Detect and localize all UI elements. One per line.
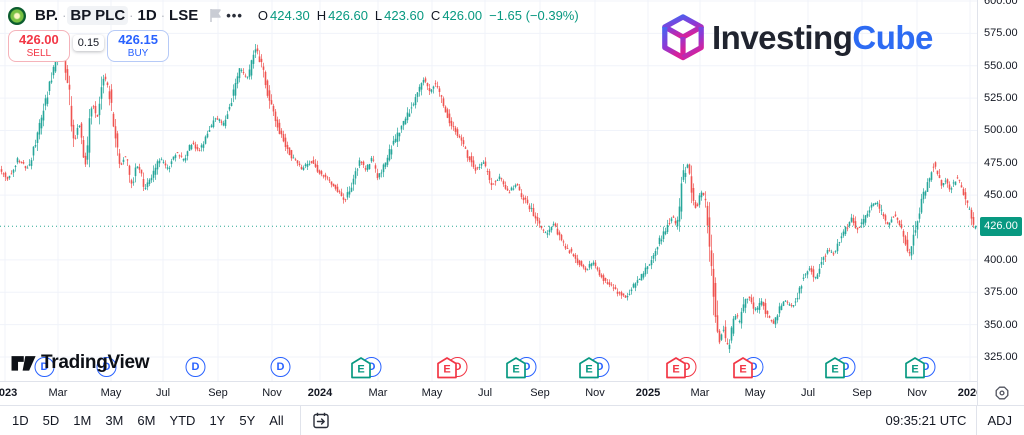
flag-icon[interactable] xyxy=(209,8,222,23)
sell-price: 426.00 xyxy=(19,32,59,47)
price-tick-label: 500.00 xyxy=(984,124,1018,137)
time-tick-label: Jul xyxy=(800,387,816,399)
time-tick-label: Jul xyxy=(477,387,493,399)
time-axis[interactable]: 2023 Mar May Jul Sep Nov 2024 Mar May Jul Sep Nov 20… xyxy=(0,381,977,406)
time-tick-label: Jul xyxy=(155,387,171,399)
go-to-date-icon[interactable] xyxy=(311,411,331,431)
high-value: 426.60 xyxy=(328,8,368,23)
buy-button[interactable]: 426.15 BUY xyxy=(107,30,169,63)
symbol-full-name[interactable]: BP PLC xyxy=(67,6,129,25)
range-button-3m[interactable]: 3M xyxy=(105,413,124,428)
logo-text-cube: Cube xyxy=(852,18,933,56)
range-button-all[interactable]: All xyxy=(269,413,284,428)
more-options-button[interactable]: ••• xyxy=(226,8,243,23)
toolbar-divider xyxy=(299,405,301,435)
logo-text-investing: Investing xyxy=(712,18,853,56)
change-value: −1.65 (−0.39%) xyxy=(489,8,579,23)
sell-label: SELL xyxy=(26,47,52,59)
time-tick-label: 2025 xyxy=(635,387,661,399)
time-tick-label: 2026 xyxy=(957,387,977,399)
price-tick-label: 475.00 xyxy=(984,156,1018,169)
tradingview-icon xyxy=(11,356,36,371)
range-button-1m[interactable]: 1M xyxy=(73,413,92,428)
current-price-label: 426.00 xyxy=(980,216,1022,236)
open-value: 424.30 xyxy=(270,8,310,23)
buy-label: BUY xyxy=(127,47,149,59)
price-tick-label: 350.00 xyxy=(984,318,1018,331)
time-tick-label: Nov xyxy=(585,387,605,399)
time-tick-label: May xyxy=(100,387,122,399)
range-toolbar: 1D 5D 1M 3M 6M YTD 1Y 5Y All xyxy=(12,413,298,428)
time-tick-label: Sep xyxy=(852,387,872,399)
price-tick-label: 450.00 xyxy=(984,189,1018,202)
tradingview-text: TradingView xyxy=(41,352,150,373)
gear-icon[interactable] xyxy=(994,385,1010,401)
time-tick-label: Sep xyxy=(208,387,228,399)
price-tick-label: 575.00 xyxy=(984,27,1018,40)
quote-buttons: 426.00 SELL 0.15 426.15 BUY xyxy=(8,30,169,63)
range-button-1d[interactable]: 1D xyxy=(12,413,29,428)
exchange-name[interactable]: LSE xyxy=(169,7,199,24)
time-tick-label: May xyxy=(744,387,766,399)
range-button-5d[interactable]: 5D xyxy=(42,413,60,428)
separator-dot: · xyxy=(160,8,166,23)
investingcube-logo: InvestingCube xyxy=(660,13,933,62)
time-tick-label: May xyxy=(421,387,443,399)
price-tick-label: 525.00 xyxy=(984,92,1018,105)
time-tick-label: Nov xyxy=(907,387,927,399)
range-button-ytd[interactable]: YTD xyxy=(169,413,196,428)
gridlines xyxy=(0,0,977,381)
price-tick-label: 550.00 xyxy=(984,59,1018,72)
clock-utc[interactable]: 09:35:21 UTC xyxy=(885,413,967,428)
time-tick-label: Mar xyxy=(690,387,710,399)
range-button-6m[interactable]: 6M xyxy=(137,413,156,428)
spread-value: 0.15 xyxy=(72,35,105,52)
symbol-header[interactable]: BP. · BP PLC · 1D · LSE ••• O 424.30 H 426… xyxy=(8,6,579,25)
separator-dot: · xyxy=(62,8,67,23)
ohlc-readout: O 424.30 H 426.60 L 423.60 C 426.00 −1.65 (−… xyxy=(251,8,579,23)
bottom-toolbar: 1D 5D 1M 3M 6M YTD 1Y 5Y All 09:35:21 UTC ADJ xyxy=(0,405,1024,435)
range-button-5y[interactable]: 5Y xyxy=(239,413,256,428)
price-axis[interactable]: 426.00 600.00 575.00 550.00 525.00 500.00 475… xyxy=(977,0,1024,381)
separator-dot: · xyxy=(129,8,134,23)
symbol-name[interactable]: BP. xyxy=(35,7,59,24)
price-chart[interactable] xyxy=(0,0,977,381)
high-label: H xyxy=(316,8,327,23)
time-tick-label: Nov xyxy=(262,387,282,399)
time-tick-label: Sep xyxy=(530,387,550,399)
time-tick-label: Mar xyxy=(48,387,68,399)
range-button-1y[interactable]: 1Y xyxy=(209,413,226,428)
price-scale-settings[interactable] xyxy=(977,381,1024,405)
price-tick-label: 400.00 xyxy=(984,253,1018,266)
sell-button[interactable]: 426.00 SELL xyxy=(8,30,70,63)
price-tick-label: 600.00 xyxy=(984,0,1018,7)
time-tick-label: 2024 xyxy=(307,387,333,399)
open-label: O xyxy=(257,8,268,23)
price-tick-label: 375.00 xyxy=(984,286,1018,299)
close-value: 426.00 xyxy=(442,8,483,23)
toolbar-divider xyxy=(976,405,978,435)
adj-toggle[interactable]: ADJ xyxy=(987,413,1012,428)
low-value: 423.60 xyxy=(384,8,424,23)
candles xyxy=(0,39,977,354)
interval-selector[interactable]: 1D xyxy=(137,7,157,24)
buy-price: 426.15 xyxy=(118,32,158,47)
time-tick-label: 2023 xyxy=(0,387,18,399)
cube-icon xyxy=(662,14,704,61)
low-label: L xyxy=(374,8,383,23)
price-tick-label: 325.00 xyxy=(984,351,1018,363)
tradingview-logo[interactable]: TradingView xyxy=(10,350,150,376)
symbol-logo-icon xyxy=(8,6,26,25)
close-label: C xyxy=(430,8,441,23)
time-tick-label: Mar xyxy=(368,387,388,399)
